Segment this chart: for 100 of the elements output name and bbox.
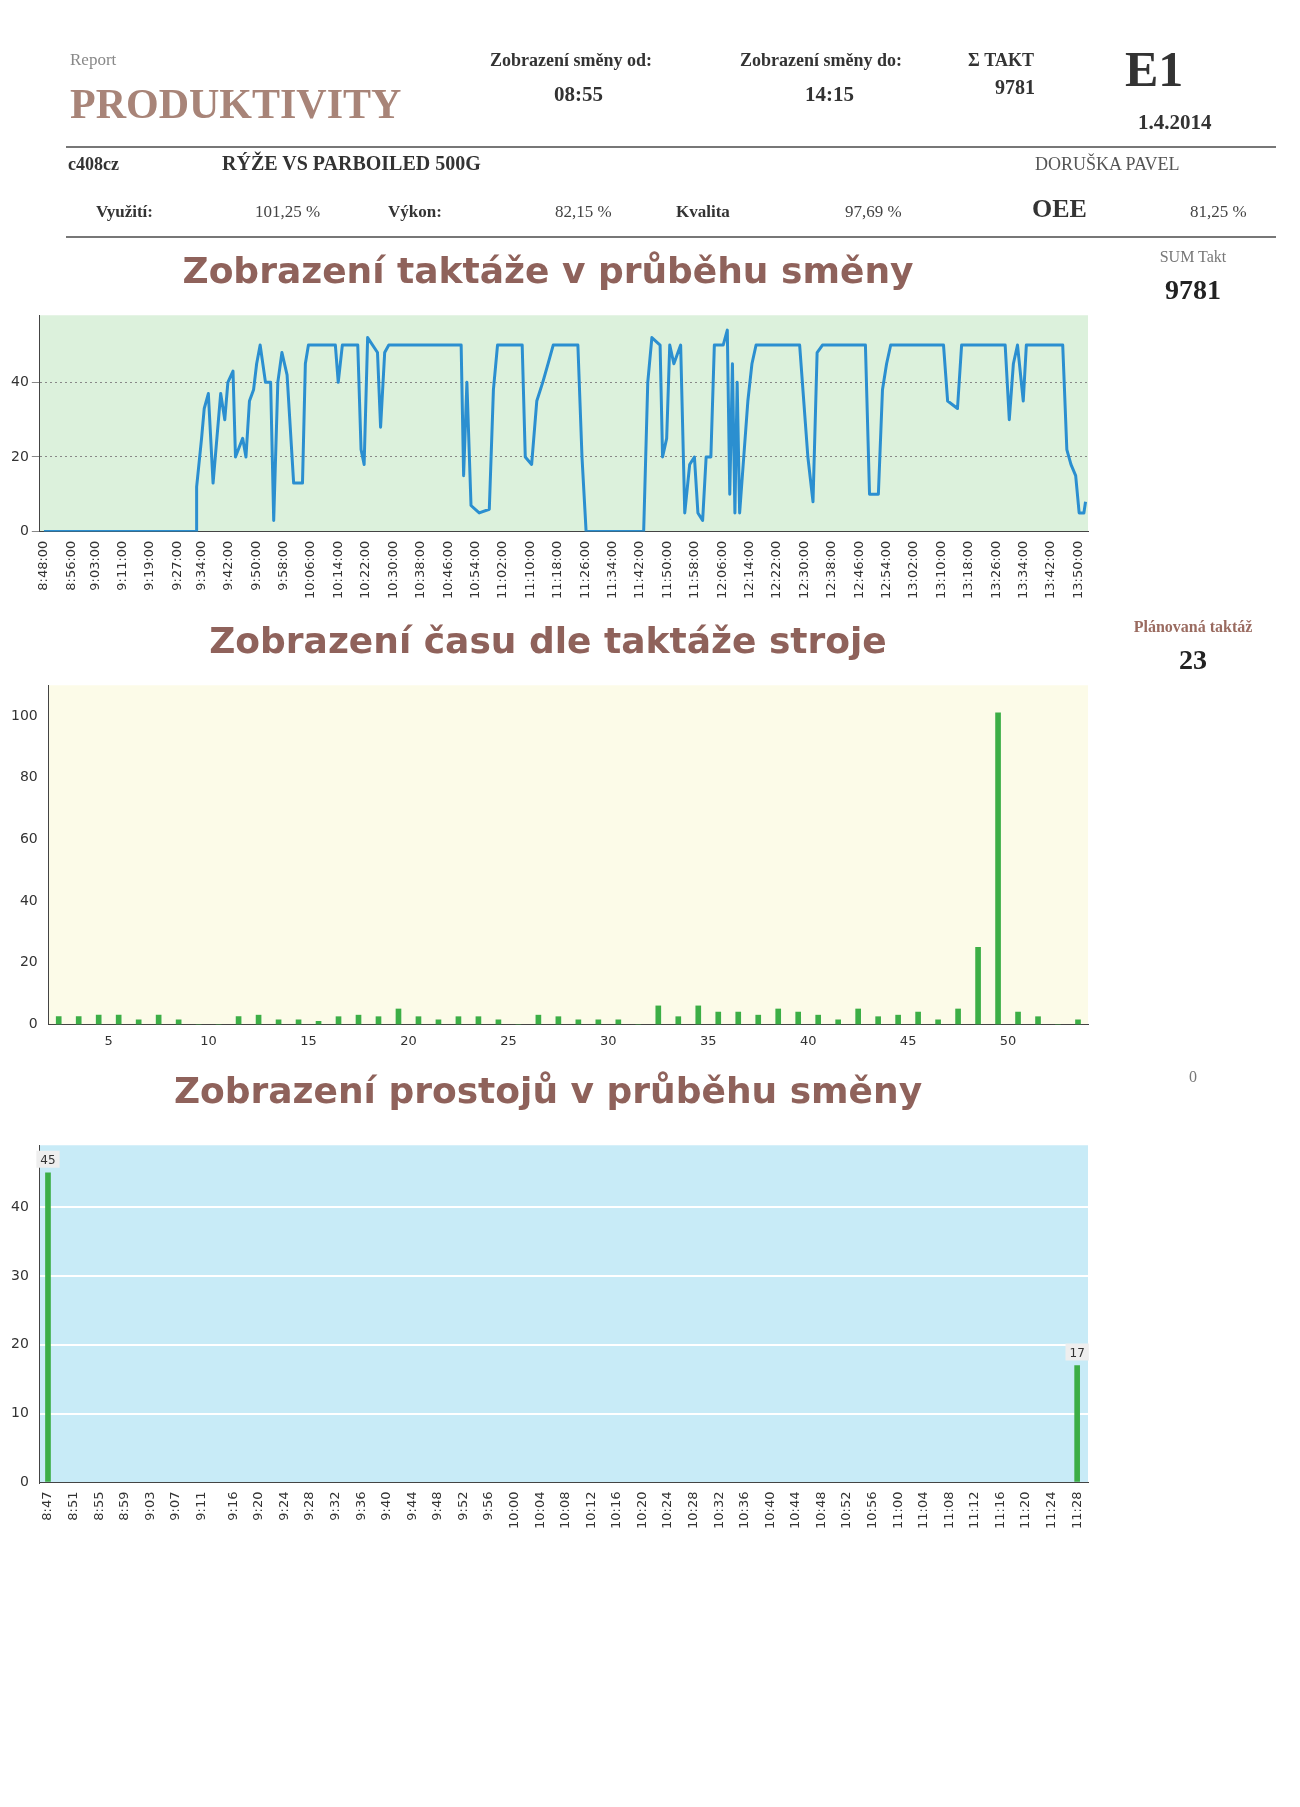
x-tick-label: 8:48:00	[35, 540, 51, 591]
x-tick-label: 10:22:00	[357, 540, 373, 599]
x-tick-label: 8:55	[90, 1491, 106, 1521]
bar	[1035, 1016, 1041, 1025]
x-tick-label: 9:42:00	[220, 540, 236, 591]
x-tick-label: 9:50:00	[247, 540, 263, 591]
x-tick-label: 9:28	[301, 1491, 317, 1521]
x-tick-label: 13:18:00	[960, 540, 976, 599]
bar	[695, 1005, 702, 1025]
text: DORUŠKA PAVEL	[1035, 154, 1180, 175]
x-tick-label: 10:14:00	[329, 540, 345, 599]
bar	[975, 946, 981, 1025]
text: PRODUKTIVITY	[70, 80, 402, 128]
x-tick-label: 9:11:00	[114, 540, 130, 591]
text: Zobrazení směny od:	[490, 50, 652, 71]
data-label: 17	[1069, 1345, 1085, 1360]
x-tick-label: 13:26:00	[987, 540, 1003, 599]
x-tick-label: 15	[300, 1032, 317, 1048]
data-label: 45	[40, 1152, 56, 1167]
x-tick-label: 50	[999, 1032, 1017, 1048]
bar	[755, 1014, 762, 1025]
bar	[115, 1014, 122, 1025]
x-tick-label: 11:34:00	[603, 540, 619, 599]
bar	[1075, 1019, 1081, 1025]
text: E1	[1125, 40, 1184, 98]
y-tick-label: 40	[10, 1197, 29, 1214]
x-tick-label: 9:03:00	[86, 540, 102, 591]
x-tick-label: 9:32	[327, 1491, 343, 1521]
x-tick-label: 9:07	[167, 1491, 183, 1521]
text: 1.4.2014	[1138, 110, 1212, 135]
bar	[835, 1019, 841, 1025]
text: RÝŽE VS PARBOILED 500G	[222, 152, 481, 175]
x-tick-label: 35	[699, 1032, 717, 1048]
bar	[55, 1016, 62, 1025]
x-tick-label: 13:50:00	[1069, 540, 1085, 599]
x-tick-label: 10:32	[710, 1491, 726, 1529]
x-tick-label: 13:10:00	[932, 540, 948, 599]
x-tick-label: 11:24	[1042, 1491, 1058, 1529]
x-tick-label: 12:54:00	[877, 540, 893, 599]
bar	[895, 1014, 901, 1025]
x-tick-label: 12:14:00	[740, 540, 756, 599]
y-tick-label: 0	[19, 522, 29, 539]
x-tick-label: 25	[500, 1032, 517, 1048]
bar	[655, 1005, 662, 1025]
x-tick-label: 45	[899, 1032, 917, 1048]
text: Report	[70, 50, 117, 70]
x-tick-label: 10:12	[582, 1491, 598, 1529]
text: 82,15 %	[555, 202, 612, 222]
x-tick-label: 10:08	[557, 1491, 573, 1529]
bar	[735, 1011, 742, 1025]
x-tick-label: 30	[600, 1032, 617, 1048]
chart-title: Zobrazení taktáže v průběhu směny	[182, 249, 914, 291]
bar	[995, 712, 1001, 1025]
y-tick-label: 40	[19, 891, 38, 908]
x-tick-label: 9:20	[250, 1491, 266, 1521]
x-tick-label: 10:24	[659, 1491, 675, 1529]
x-tick-label: 11:08	[940, 1491, 956, 1529]
bar	[715, 1011, 722, 1025]
x-tick-label: 9:16	[224, 1491, 240, 1521]
bar	[815, 1014, 822, 1025]
x-tick-label: 11:16	[991, 1491, 1007, 1529]
x-tick-label: 11:50:00	[658, 540, 674, 599]
x-tick-label: 10:48	[812, 1491, 828, 1529]
bar	[775, 1008, 782, 1025]
y-tick-label: 0	[19, 1473, 29, 1490]
text: 97,69 %	[845, 202, 902, 222]
x-tick-label: 11:28	[1068, 1491, 1084, 1529]
x-tick-label: 10:36	[736, 1491, 752, 1529]
bar	[855, 1008, 861, 1025]
bar	[935, 1019, 941, 1025]
bar	[915, 1011, 921, 1025]
x-tick-label: 11:00	[889, 1491, 905, 1529]
bar	[795, 1011, 802, 1025]
bar	[675, 1016, 682, 1025]
y-tick-label: 60	[19, 830, 38, 847]
bar	[615, 1019, 622, 1025]
text: Zobrazení směny do:	[740, 50, 902, 71]
text: SUM Takt	[1158, 248, 1228, 266]
x-tick-label: 9:52	[454, 1491, 470, 1521]
x-tick-label: 11:04	[915, 1491, 931, 1529]
x-tick-label: 12:38:00	[823, 540, 839, 599]
text: 9781	[1164, 274, 1222, 306]
x-tick-label: 8:47	[39, 1491, 55, 1521]
chart-title: Zobrazení prostojů v průběhu směny	[173, 1069, 923, 1111]
x-tick-label: 10:16	[608, 1491, 624, 1529]
x-tick-label: 9:34:00	[192, 540, 208, 591]
x-tick-label: 9:44	[403, 1491, 419, 1521]
x-tick-label: 11:58:00	[686, 540, 702, 599]
x-tick-label: 9:19:00	[141, 540, 157, 591]
x-tick-label: 8:51	[64, 1491, 80, 1521]
y-tick-label: 0	[28, 1015, 38, 1032]
x-tick-label: 9:40	[378, 1491, 394, 1521]
x-tick-label: 11:26:00	[576, 540, 592, 599]
text: 81,25 %	[1190, 202, 1247, 222]
x-tick-label: 9:48	[429, 1491, 445, 1521]
text: Σ TAKT	[968, 50, 1034, 71]
x-tick-label: 10:00	[506, 1491, 521, 1529]
text: Plánovaná taktáž	[1132, 618, 1254, 636]
y-tick-label: 10	[10, 1404, 29, 1421]
text: OEE	[1032, 194, 1087, 224]
